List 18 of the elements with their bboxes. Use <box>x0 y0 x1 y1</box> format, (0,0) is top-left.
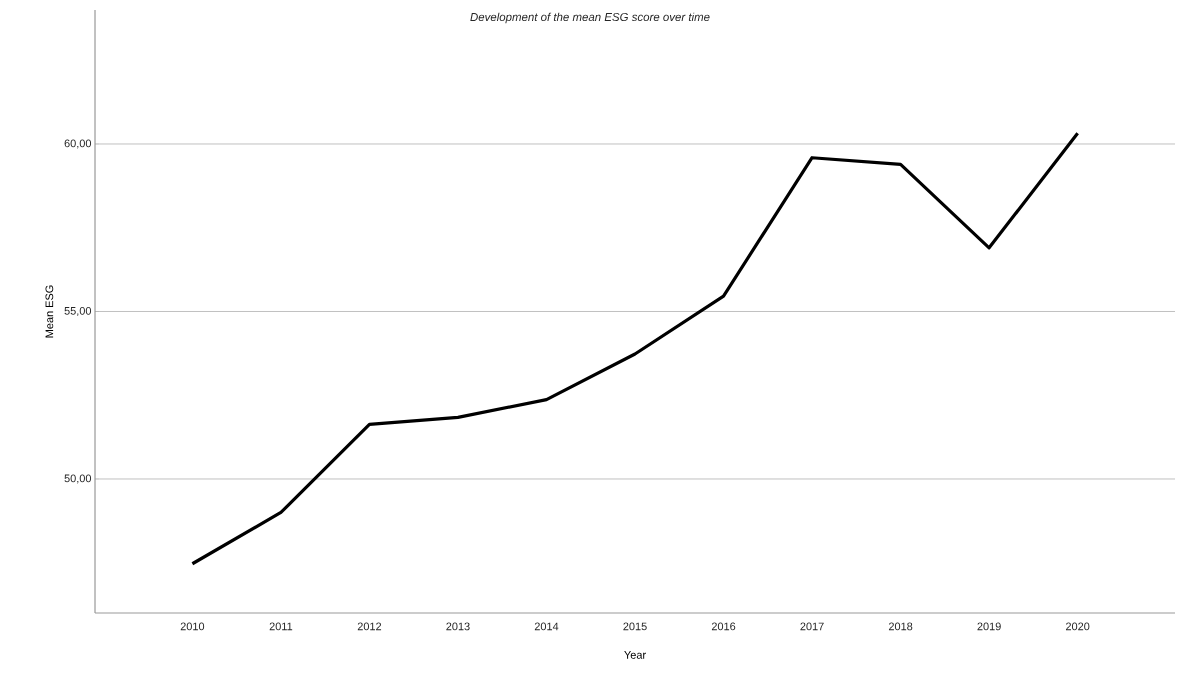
y-axis-title: Mean ESG <box>45 285 54 338</box>
x-tick-label: 2014 <box>534 622 559 631</box>
x-tick-label: 2016 <box>711 622 736 631</box>
x-tick-label: 2012 <box>357 622 382 631</box>
chart-title: Development of the mean ESG score over time <box>470 12 710 24</box>
x-tick-label: 2011 <box>269 622 293 631</box>
x-tick-label: 2018 <box>888 622 913 631</box>
x-tick-label: 2017 <box>800 622 824 631</box>
y-tick-label: 50,00 <box>64 474 92 484</box>
x-tick-label: 2010 <box>180 622 205 631</box>
x-tick-label: 2019 <box>977 622 1001 631</box>
y-tick-label: 55,00 <box>64 306 92 317</box>
line-series <box>190 131 1080 566</box>
x-tick-label: 2015 <box>623 622 647 631</box>
x-axis-title: Year <box>624 651 646 659</box>
y-tick-label: 60,00 <box>64 139 92 149</box>
x-tick-label: 2020 <box>1065 622 1090 631</box>
x-tick-label: 2013 <box>446 622 470 631</box>
